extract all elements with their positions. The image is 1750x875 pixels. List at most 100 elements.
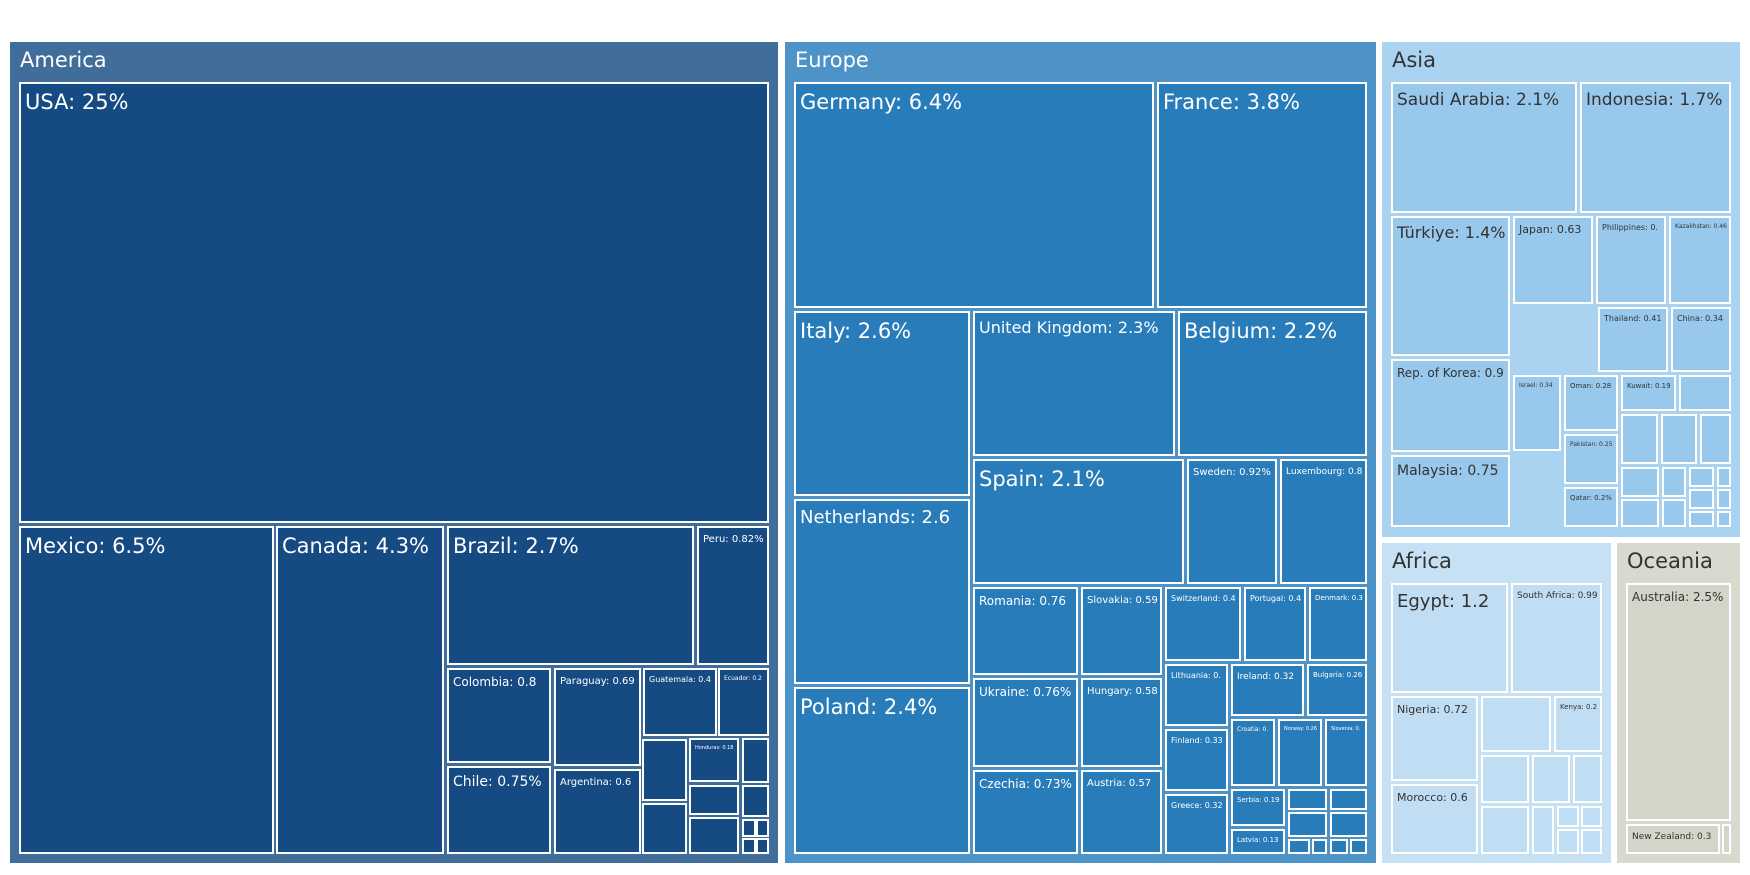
treemap-tile	[1671, 307, 1731, 372]
region-label: Europe	[795, 48, 869, 72]
treemap-tile	[794, 82, 1154, 308]
treemap-tile-minor	[1532, 755, 1570, 803]
tile-kenya: Kenya: 0.2	[1554, 696, 1602, 752]
tile-bulgaria: Bulgaria: 0.26	[1307, 664, 1367, 716]
tile-ireland: Ireland: 0.32	[1231, 664, 1304, 716]
treemap-tile	[276, 526, 444, 854]
treemap-tile	[1564, 434, 1618, 484]
tile-sweden: Sweden: 0.92%	[1187, 459, 1277, 584]
tile-united-kingdom: United Kingdom: 2.3%	[973, 311, 1175, 456]
tile-chile: Chile: 0.75%	[447, 766, 551, 854]
tile-label: United Kingdom: 2.3%	[979, 318, 1159, 337]
treemap-tile-minor	[742, 819, 756, 837]
treemap-tile-minor	[1717, 489, 1731, 509]
tile-label: Indonesia: 1.7%	[1586, 90, 1723, 110]
treemap-tile-minor	[1350, 839, 1367, 854]
treemap-tile-minor	[1689, 489, 1714, 509]
treemap-tile	[1564, 375, 1618, 431]
treemap-tile	[1391, 583, 1508, 693]
tile-label: France: 3.8%	[1163, 90, 1300, 114]
treemap-tile-minor	[642, 739, 687, 801]
region-oceania: Oceania Australia: 2.5% New Zealand: 0.3	[1617, 543, 1740, 863]
treemap-tile	[1554, 696, 1602, 752]
treemap-tile-minor	[1679, 375, 1731, 411]
tile-romania: Romania: 0.76	[973, 587, 1078, 675]
treemap-tile	[1231, 719, 1275, 786]
treemap-tile-minor	[1330, 839, 1348, 854]
tile-poland: Poland: 2.4%	[794, 687, 970, 854]
tile-china: China: 0.34	[1671, 307, 1731, 372]
tile-label: Saudi Arabia: 2.1%	[1397, 90, 1559, 110]
tile-label: Nigeria: 0.72	[1397, 703, 1468, 716]
treemap-tile	[973, 587, 1078, 675]
treemap-tile	[1626, 583, 1731, 821]
tile-label: Italy: 2.6%	[800, 319, 911, 343]
treemap-tile-minor	[1689, 467, 1714, 487]
tile-label: Qatar: 0.2%	[1570, 494, 1612, 502]
treemap-tile-minor	[1621, 414, 1658, 464]
treemap-tile-minor	[756, 838, 769, 854]
tile-argentina: Argentina: 0.6	[554, 769, 641, 854]
tile-label: Israel: 0.34	[1519, 382, 1553, 389]
tile-label: Austria: 0.57	[1087, 778, 1151, 789]
tile-label: Kuwait: 0.19	[1627, 382, 1671, 390]
treemap-tile	[1081, 770, 1162, 854]
tile-luxembourg: Luxembourg: 0.8	[1280, 459, 1367, 584]
tile-label: Thailand: 0.41	[1603, 314, 1661, 323]
treemap-tile	[1391, 455, 1510, 527]
tile-france: France: 3.8%	[1157, 82, 1367, 308]
treemap-tile-minor	[742, 785, 769, 817]
tile-label: New Zealand: 0.3	[1632, 832, 1711, 842]
treemap-tile	[1244, 587, 1306, 661]
tile-oman: Oman: 0.28	[1564, 375, 1618, 431]
treemap-tile-minor	[642, 803, 687, 854]
tile-label: Colombia: 0.8	[453, 675, 536, 689]
tile-germany: Germany: 6.4%	[794, 82, 1154, 308]
treemap-tile	[1081, 678, 1162, 767]
treemap-tile	[1157, 82, 1367, 308]
tile-label: Finland: 0.33	[1171, 736, 1223, 745]
tile-label: USA: 25%	[25, 90, 129, 114]
tile-greece: Greece: 0.32	[1165, 794, 1228, 854]
treemap-tile	[1621, 375, 1676, 411]
tile-latvia: Latvia: 0.13	[1231, 829, 1285, 854]
treemap-tile	[1580, 82, 1731, 213]
tile-label: Guatemala: 0.4	[649, 675, 711, 684]
tile-label: Malaysia: 0.75	[1397, 463, 1499, 479]
treemap-tile-minor	[1722, 824, 1731, 854]
treemap-tile-minor	[1717, 467, 1731, 487]
tile-label: Mexico: 6.5%	[25, 534, 165, 558]
tile-kazakhstan: Kazakhstan: 0.46	[1669, 216, 1731, 304]
treemap-tile-minor	[689, 817, 739, 854]
tile-label: China: 0.34	[1677, 314, 1723, 323]
treemap-tile	[1513, 375, 1561, 451]
tile-label: Poland: 2.4%	[800, 695, 937, 719]
tile-honduras: Honduras: 0.18	[689, 738, 739, 782]
tile-paraguay: Paraguay: 0.69	[554, 668, 641, 766]
treemap-tile-minor	[1581, 829, 1602, 854]
tile-label: Ecuador: 0.2	[724, 675, 762, 682]
tile-label: Latvia: 0.13	[1237, 836, 1278, 844]
treemap-tile	[1231, 789, 1285, 826]
treemap-tile	[554, 769, 641, 854]
tile-label: Sweden: 0.92%	[1193, 467, 1271, 478]
tile-colombia: Colombia: 0.8	[447, 668, 551, 763]
tile-israel: Israel: 0.34	[1513, 375, 1561, 451]
tile-label: Norway: 0.26	[1284, 726, 1317, 732]
tile-label: Rep. of Korea: 0.9	[1397, 366, 1504, 380]
treemap-tile	[1626, 824, 1720, 854]
tile-netherlands: Netherlands: 2.6	[794, 499, 970, 684]
tile-guatemala: Guatemala: 0.4	[643, 668, 717, 736]
treemap-tile	[1081, 587, 1162, 675]
treemap-tile	[1391, 784, 1478, 854]
treemap-tile	[718, 668, 769, 736]
region-label: Asia	[1392, 48, 1436, 72]
tile-kuwait: Kuwait: 0.19	[1621, 375, 1676, 411]
treemap-tile	[794, 499, 970, 684]
treemap-tile-minor	[1573, 755, 1602, 803]
tile-belgium: Belgium: 2.2%	[1178, 311, 1367, 456]
tile-lithuania: Lithuania: 0.	[1165, 664, 1228, 726]
treemap-tile	[1187, 459, 1277, 584]
treemap-tile	[973, 770, 1078, 854]
